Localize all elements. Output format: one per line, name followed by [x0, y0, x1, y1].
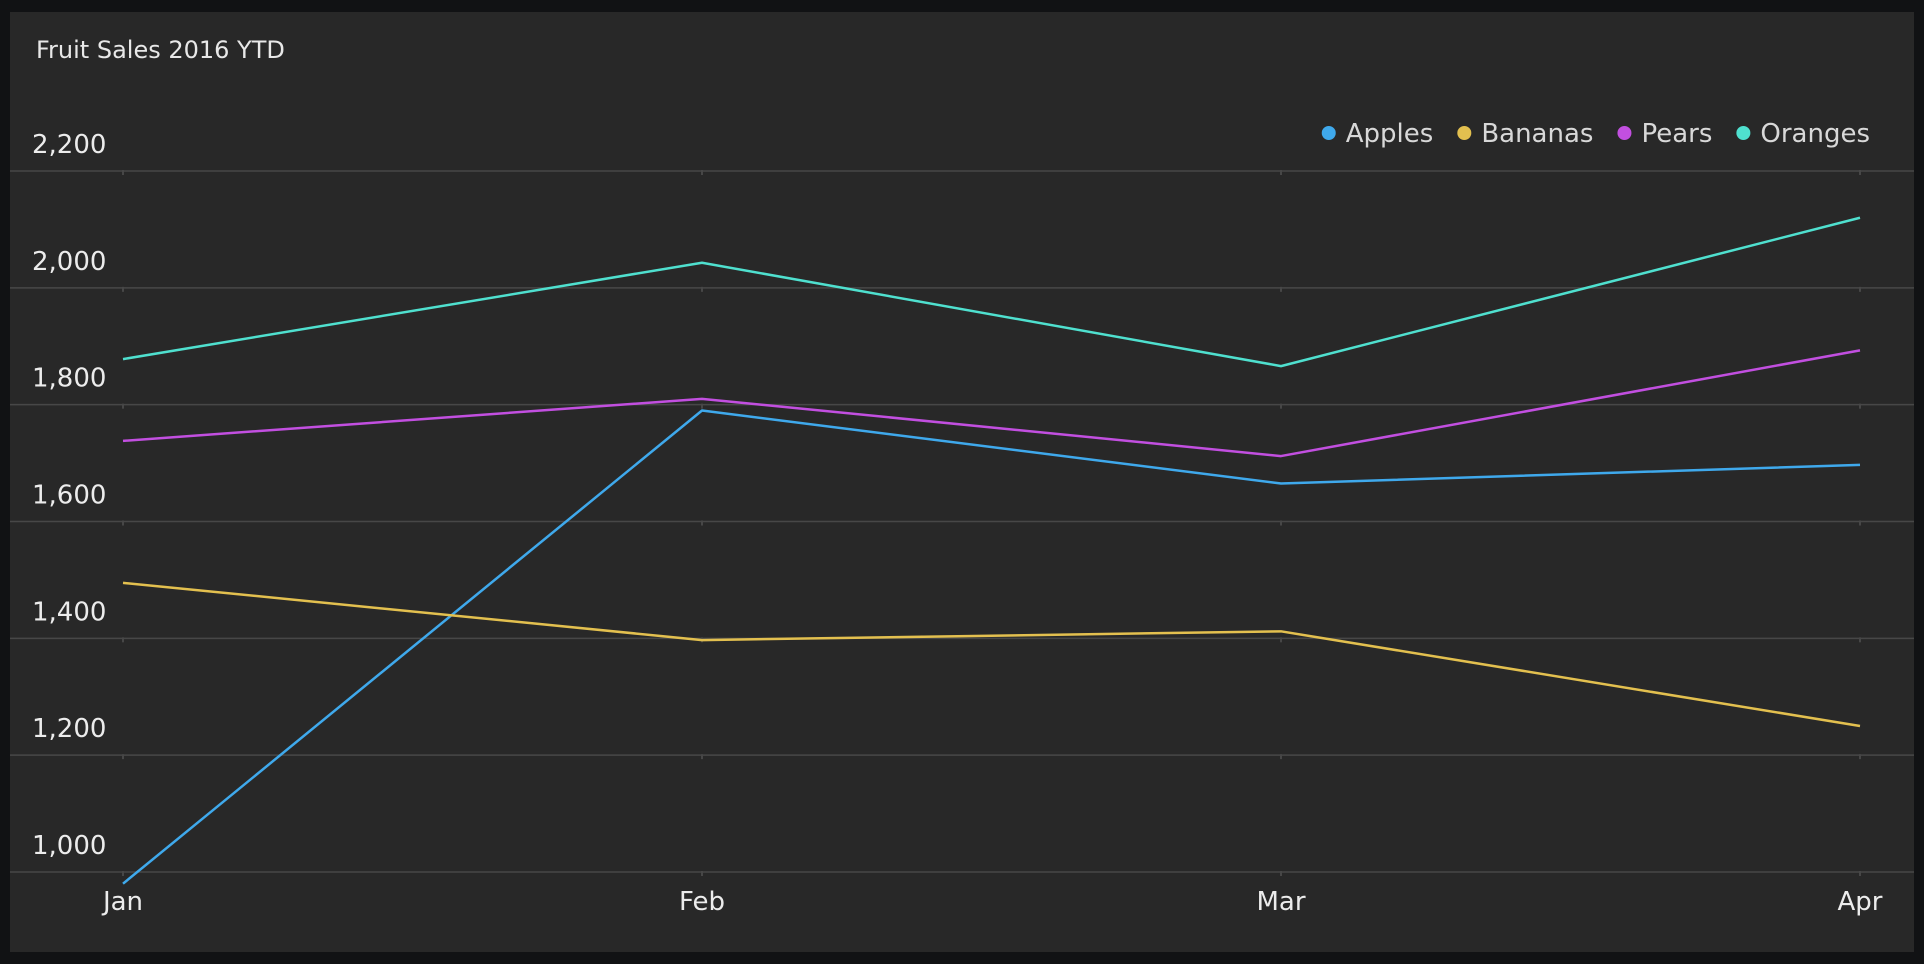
legend: Apples Bananas Pears Oranges: [1321, 119, 1870, 149]
series-lines: [122, 216, 1861, 885]
legend-item-apples[interactable]: Apples: [1321, 119, 1434, 149]
x-tick-label: Feb: [679, 887, 725, 917]
line-chart: 1,000 1,200 1,400 1,600 1,800 2,000 2,200 Jan F…: [10, 119, 1914, 917]
series-line-bananas[interactable]: [122, 581, 1861, 728]
y-tick-label: 1,200: [32, 714, 106, 744]
x-tick-label: Apr: [1838, 887, 1883, 917]
legend-swatch: [1736, 126, 1751, 140]
x-axis-ticks: Jan Feb Mar Apr: [101, 887, 1883, 917]
legend-swatch: [1321, 126, 1336, 140]
legend-swatch: [1617, 126, 1632, 140]
legend-swatch: [1457, 126, 1472, 140]
gridlines: [10, 170, 1914, 876]
series-line-apples[interactable]: [122, 409, 1861, 885]
y-tick-label: 1,400: [32, 597, 106, 627]
legend-label: Pears: [1641, 119, 1712, 149]
y-tick-label: 1,800: [32, 364, 106, 394]
chart-panel: Fruit Sales 2016 YTD 1,000 1,200 1,400 1,60…: [10, 12, 1914, 952]
x-tick-label: Mar: [1256, 887, 1305, 917]
y-tick-label: 1,000: [32, 831, 106, 861]
legend-item-bananas[interactable]: Bananas: [1457, 119, 1593, 149]
y-tick-label: 1,600: [32, 481, 106, 511]
series-line-oranges[interactable]: [122, 216, 1861, 368]
x-tick-label: Jan: [101, 887, 143, 917]
y-tick-label: 2,200: [32, 130, 106, 160]
chart-title: Fruit Sales 2016 YTD: [36, 36, 285, 64]
legend-label: Bananas: [1481, 119, 1593, 149]
y-tick-label: 2,000: [32, 247, 106, 277]
y-axis-ticks: 1,000 1,200 1,400 1,600 1,800 2,000 2,200: [32, 130, 106, 861]
legend-label: Apples: [1346, 119, 1434, 149]
series-line-pears[interactable]: [122, 349, 1861, 458]
legend-label: Oranges: [1760, 119, 1870, 149]
legend-item-oranges[interactable]: Oranges: [1736, 119, 1870, 149]
legend-item-pears[interactable]: Pears: [1617, 119, 1712, 149]
